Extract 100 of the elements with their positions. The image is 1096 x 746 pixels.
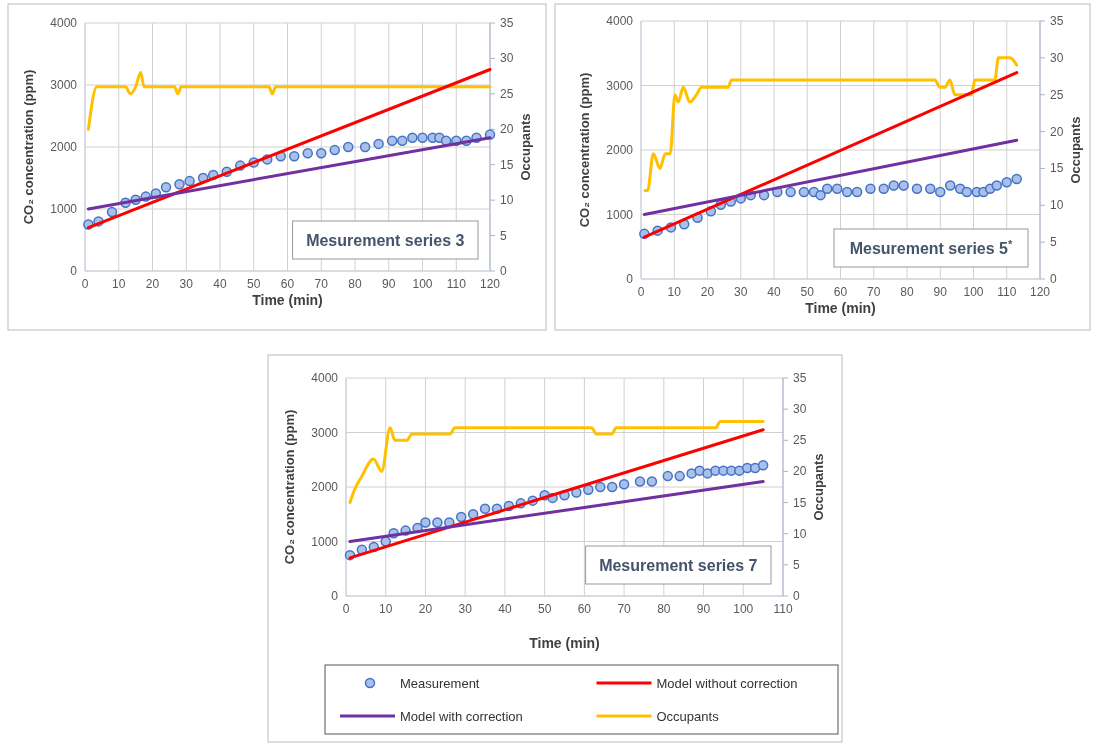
x-tick-label: 10 xyxy=(379,602,393,616)
y-tick-label: 0 xyxy=(70,264,78,278)
text: Mesurement series 3 xyxy=(306,232,465,249)
point xyxy=(702,468,713,479)
y2-tick-label: 0 xyxy=(793,589,800,603)
point xyxy=(160,182,172,193)
point xyxy=(420,517,431,528)
x-tick-label: 50 xyxy=(800,285,815,299)
legend-label: Model without correction xyxy=(656,676,798,691)
point xyxy=(184,175,195,187)
x-tick-label: 100 xyxy=(412,277,433,291)
x-tick-label: 80 xyxy=(900,285,914,299)
y2-tick-label: 35 xyxy=(793,371,807,385)
legend-label: Model with correction xyxy=(400,709,523,724)
point xyxy=(417,132,428,143)
x-tick-label: 60 xyxy=(577,602,592,616)
point xyxy=(991,180,1003,191)
x-tick-label: 70 xyxy=(617,602,632,616)
point xyxy=(289,151,300,162)
y-tick-label: 1000 xyxy=(50,202,78,216)
x-axis-title: Time (min) xyxy=(252,292,323,308)
x-tick-label: 10 xyxy=(112,277,126,291)
x-tick-label: 80 xyxy=(657,602,671,616)
line-series xyxy=(643,56,1019,193)
x-tick-label: 80 xyxy=(348,277,362,291)
y-tick-label: 4000 xyxy=(311,371,339,385)
y2-tick-label: 5 xyxy=(793,557,800,572)
point xyxy=(878,183,889,194)
x-tick-label: 30 xyxy=(179,277,194,291)
point xyxy=(316,147,327,159)
point xyxy=(815,189,826,201)
y2-tick-label: 5 xyxy=(1050,235,1057,250)
y-tick-label: 2000 xyxy=(606,143,634,157)
x-tick-label: 50 xyxy=(537,602,552,616)
x-axis-title: Time (min) xyxy=(529,635,600,651)
y2-tick-label: 10 xyxy=(1050,198,1064,213)
point xyxy=(302,147,313,159)
y2-tick-label: 0 xyxy=(500,264,507,278)
y2-axis-title: Occupants xyxy=(518,113,533,181)
y2-tick-label: 20 xyxy=(500,122,514,137)
x-tick-label: 50 xyxy=(247,277,261,291)
point xyxy=(1001,177,1012,188)
point xyxy=(851,186,863,198)
x-tick-label: 0 xyxy=(81,277,89,291)
y2-tick-label: 15 xyxy=(500,157,514,172)
x-tick-label: 30 xyxy=(734,285,748,299)
y2-axis-title: Occupants xyxy=(811,453,826,521)
point xyxy=(898,180,909,191)
point xyxy=(343,141,354,153)
point xyxy=(386,135,398,147)
y2-tick-label: 35 xyxy=(1050,14,1064,28)
x-tick-label: 10 xyxy=(667,285,682,299)
x-tick-label: 40 xyxy=(767,285,781,299)
y-tick-label: 2000 xyxy=(311,480,339,494)
point xyxy=(373,138,384,150)
x-tick-label: 60 xyxy=(833,285,848,299)
y2-tick-label: 10 xyxy=(500,193,514,208)
x-tick-label: 20 xyxy=(700,285,715,299)
legend-label: Occupants xyxy=(656,709,720,724)
x-tick-label: 20 xyxy=(145,277,160,291)
y-tick-label: 4000 xyxy=(50,16,78,30)
point xyxy=(407,132,418,143)
point xyxy=(911,183,923,194)
x-tick-label: 90 xyxy=(933,285,948,299)
point xyxy=(467,509,479,520)
x-tick-label: 120 xyxy=(479,277,501,291)
y2-tick-label: 30 xyxy=(1050,50,1064,65)
point xyxy=(757,459,769,471)
point xyxy=(397,135,408,147)
line-series xyxy=(86,71,492,131)
y2-tick-label: 25 xyxy=(1050,87,1064,102)
point xyxy=(606,481,618,493)
line-series xyxy=(348,420,765,505)
legend-label: Measurement xyxy=(400,676,480,691)
point xyxy=(785,186,796,198)
x-tick-label: 0 xyxy=(342,602,350,616)
y2-tick-label: 25 xyxy=(793,433,807,448)
point xyxy=(1011,173,1022,185)
x-tick-label: 20 xyxy=(418,602,433,616)
y-tick-label: 4000 xyxy=(606,14,634,28)
point xyxy=(595,481,606,493)
y2-axis-title: Occupants xyxy=(1068,116,1083,184)
y2-tick-label: 20 xyxy=(1050,124,1064,139)
point xyxy=(329,144,340,156)
x-tick-label: 110 xyxy=(997,285,1017,299)
point xyxy=(821,183,833,194)
x-tick-label: 70 xyxy=(867,285,881,299)
y-axis-title: CO₂ concentration (ppm) xyxy=(21,69,36,225)
text: Mesurement series 7 xyxy=(599,557,758,574)
point xyxy=(174,178,185,190)
point xyxy=(798,186,810,198)
x-tick-label: 110 xyxy=(446,277,467,291)
point xyxy=(831,183,843,194)
y-axis-title: CO₂ concentration (ppm) xyxy=(282,409,297,565)
point xyxy=(841,186,853,198)
x-tick-label: 90 xyxy=(696,602,711,616)
point xyxy=(888,180,899,191)
point xyxy=(662,470,674,482)
point xyxy=(455,511,467,523)
text: Mesurement series 5$^{*}$ xyxy=(849,238,1013,257)
